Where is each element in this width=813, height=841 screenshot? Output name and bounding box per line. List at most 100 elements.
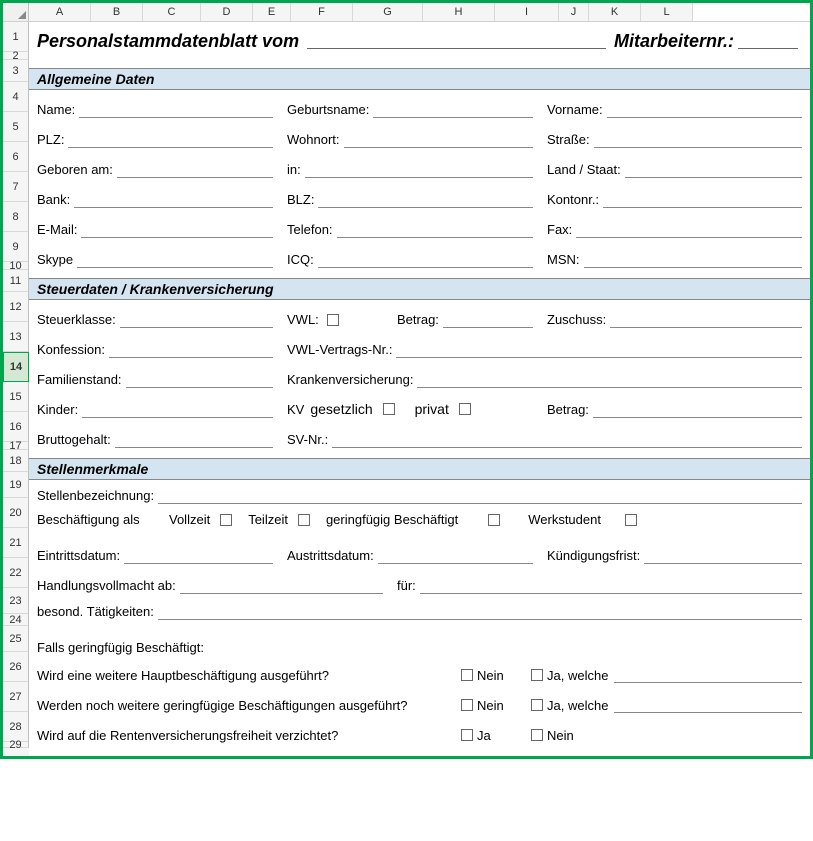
input-familienstand[interactable] [126, 372, 273, 388]
input-stellenbez[interactable] [158, 488, 802, 504]
checkbox-q3-ja[interactable] [461, 729, 473, 741]
input-geboren[interactable] [117, 162, 273, 178]
checkbox-q2-ja[interactable] [531, 699, 543, 711]
row-header-1[interactable]: 1 [3, 22, 29, 52]
checkbox-vwl[interactable] [327, 314, 339, 326]
employee-number-field[interactable] [738, 31, 798, 49]
input-geburtsname[interactable] [373, 102, 533, 118]
input-q1[interactable] [614, 667, 802, 683]
row-header-20[interactable]: 20 [3, 498, 29, 528]
input-fuer[interactable] [420, 578, 802, 594]
input-kuendigung[interactable] [644, 548, 802, 564]
input-strasse[interactable] [594, 132, 802, 148]
input-zuschuss[interactable] [610, 312, 802, 328]
input-msn[interactable] [584, 252, 803, 268]
row-header-9[interactable]: 9 [3, 232, 29, 262]
row-header-16[interactable]: 16 [3, 412, 29, 442]
row-header-19[interactable]: 19 [3, 472, 29, 498]
row-header-29[interactable]: 29 [3, 742, 29, 748]
label-fuer: für: [397, 578, 420, 594]
row-header-6[interactable]: 6 [3, 142, 29, 172]
input-betrag2[interactable] [593, 402, 802, 418]
row-header-11[interactable]: 11 [3, 270, 29, 292]
input-konto[interactable] [603, 192, 802, 208]
input-austritt[interactable] [378, 548, 533, 564]
input-bank[interactable] [74, 192, 273, 208]
row-header-10[interactable]: 10 [3, 262, 29, 270]
input-icq[interactable] [318, 252, 533, 268]
checkbox-gering[interactable] [488, 514, 500, 526]
input-blz[interactable] [318, 192, 533, 208]
col-header-C[interactable]: C [143, 3, 201, 21]
row-header-23[interactable]: 23 [3, 588, 29, 614]
label-telefon: Telefon: [287, 222, 337, 238]
row-header-7[interactable]: 7 [3, 172, 29, 202]
input-q2[interactable] [614, 697, 802, 713]
col-header-F[interactable]: F [291, 3, 353, 21]
row-header-14[interactable]: 14 [3, 352, 29, 382]
row-header-17[interactable]: 17 [3, 442, 29, 450]
input-telefon[interactable] [337, 222, 533, 238]
input-wohnort[interactable] [344, 132, 533, 148]
col-header-I[interactable]: I [495, 3, 559, 21]
input-krankenvers[interactable] [417, 372, 802, 388]
col-header-B[interactable]: B [91, 3, 143, 21]
row-header-4[interactable]: 4 [3, 82, 29, 112]
col-header-D[interactable]: D [201, 3, 253, 21]
col-header-K[interactable]: K [589, 3, 641, 21]
input-fax[interactable] [576, 222, 802, 238]
checkbox-werkstudent[interactable] [625, 514, 637, 526]
row-header-13[interactable]: 13 [3, 322, 29, 352]
row-header-22[interactable]: 22 [3, 558, 29, 588]
label-vollzeit: Vollzeit [167, 512, 216, 528]
input-svnr[interactable] [332, 432, 802, 448]
checkbox-teilzeit[interactable] [298, 514, 310, 526]
row-header-18[interactable]: 18 [3, 450, 29, 472]
row-header-8[interactable]: 8 [3, 202, 29, 232]
select-all-corner[interactable] [3, 3, 29, 21]
input-land[interactable] [625, 162, 802, 178]
row-header-15[interactable]: 15 [3, 382, 29, 412]
col-header-G[interactable]: G [353, 3, 423, 21]
row-header-3[interactable]: 3 [3, 60, 29, 82]
checkbox-gesetzlich[interactable] [383, 403, 395, 415]
input-konfession[interactable] [109, 342, 273, 358]
title-date-field[interactable] [307, 31, 606, 49]
row-header-26[interactable]: 26 [3, 652, 29, 682]
row-header-24[interactable]: 24 [3, 614, 29, 626]
input-vwlvertrag[interactable] [396, 342, 802, 358]
col-header-L[interactable]: L [641, 3, 693, 21]
input-steuerklasse[interactable] [120, 312, 273, 328]
row-header-25[interactable]: 25 [3, 626, 29, 652]
input-kinder[interactable] [82, 402, 273, 418]
input-besond[interactable] [158, 604, 802, 620]
input-eintritt[interactable] [124, 548, 273, 564]
checkbox-q3-nein[interactable] [531, 729, 543, 741]
checkbox-q1-nein[interactable] [461, 669, 473, 681]
col-header-A[interactable]: A [29, 3, 91, 21]
input-vorname[interactable] [607, 102, 802, 118]
row-header-12[interactable]: 12 [3, 292, 29, 322]
input-name[interactable] [79, 102, 273, 118]
row-header-2[interactable]: 2 [3, 52, 29, 60]
checkbox-q2-nein[interactable] [461, 699, 473, 711]
row-header-27[interactable]: 27 [3, 682, 29, 712]
label-konfession: Konfession: [37, 342, 109, 358]
col-header-J[interactable]: J [559, 3, 589, 21]
input-plz[interactable] [68, 132, 273, 148]
col-header-H[interactable]: H [423, 3, 495, 21]
checkbox-vollzeit[interactable] [220, 514, 232, 526]
worksheet-content[interactable]: Personalstammdatenblatt vom Mitarbeitern… [29, 22, 810, 756]
input-email[interactable] [81, 222, 273, 238]
input-skype[interactable] [77, 252, 273, 268]
checkbox-privat[interactable] [459, 403, 471, 415]
input-handlung[interactable] [180, 578, 383, 594]
input-in[interactable] [305, 162, 533, 178]
input-betrag1[interactable] [443, 312, 533, 328]
input-brutto[interactable] [115, 432, 273, 448]
row-header-28[interactable]: 28 [3, 712, 29, 742]
row-header-21[interactable]: 21 [3, 528, 29, 558]
checkbox-q1-ja[interactable] [531, 669, 543, 681]
col-header-E[interactable]: E [253, 3, 291, 21]
row-header-5[interactable]: 5 [3, 112, 29, 142]
